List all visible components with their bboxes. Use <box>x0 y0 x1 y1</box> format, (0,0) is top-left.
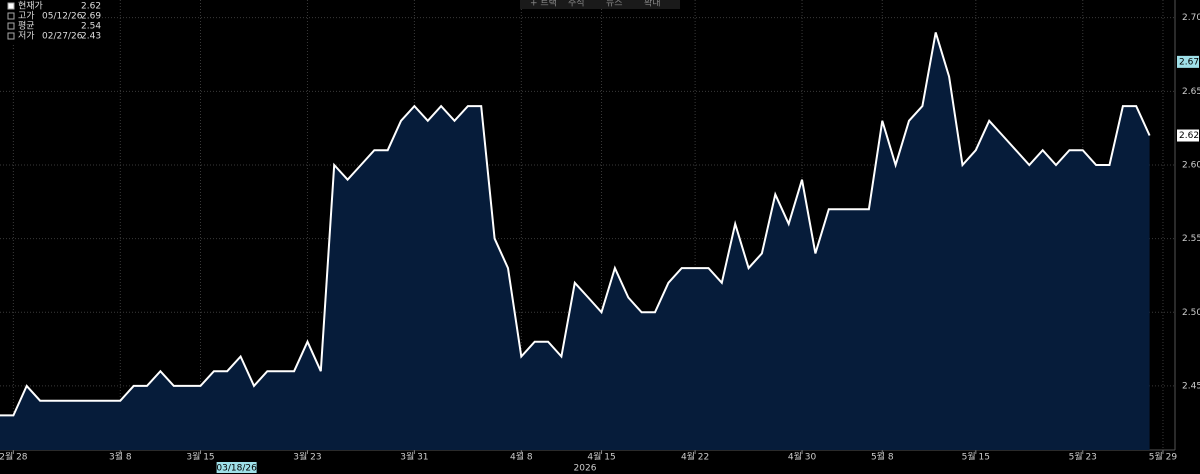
x-tick-label: 4월 30 <box>788 451 817 463</box>
reference-label: 2.67 <box>1179 57 1199 67</box>
legend-label: 고가 <box>18 11 35 22</box>
last-value-box <box>1177 129 1199 142</box>
legend-value: 2.54 <box>81 22 101 32</box>
x-tick-label: 3월 8 <box>109 451 132 463</box>
legend-bg <box>0 0 98 44</box>
x-tick-label: 5월 23 <box>1069 451 1097 463</box>
x-tick-label: 2월 28 <box>0 451 28 463</box>
legend-value: 2.62 <box>81 2 101 12</box>
x-tick-label: 4월 8 <box>510 451 533 463</box>
y-tick-label: 2.65 <box>1182 87 1200 97</box>
y-tick-label: 2.60 <box>1182 160 1200 170</box>
x-tick-label: 5월 15 <box>962 451 990 463</box>
cursor-label: 03/18/26 <box>216 464 257 474</box>
last-value-label: 2.62 <box>1179 131 1199 141</box>
y-tick-label: 2.70 <box>1182 13 1200 23</box>
toolbar-button: 확대 <box>644 0 661 9</box>
x-tick-label: 4월 15 <box>587 451 615 463</box>
year-label: 2026 <box>574 464 597 474</box>
toolbar-button: + 트랙 <box>530 0 557 9</box>
toolbar-button: 뉴스 <box>606 0 623 9</box>
x-tick-label: 5월 8 <box>871 451 894 463</box>
y-tick-label: 2.55 <box>1182 234 1200 244</box>
legend-label: 현재가 <box>18 1 43 12</box>
toolbar-button: 주석 <box>568 0 585 9</box>
area <box>0 32 1150 451</box>
y-tick-label: 2.45 <box>1182 381 1200 391</box>
line <box>0 32 1151 417</box>
legend-swatch <box>7 32 15 40</box>
toolbar-bg <box>520 0 680 9</box>
x-tick-label: 4월 22 <box>681 451 709 463</box>
legend-swatch <box>7 12 15 20</box>
x-tick-label: 3월 15 <box>186 451 214 463</box>
legend-value: 2.43 <box>81 32 101 42</box>
x-tick-label: 3월 31 <box>400 451 428 463</box>
legend-value: 2.69 <box>81 12 101 22</box>
cursor-box <box>216 462 257 473</box>
legend-swatch <box>7 22 15 30</box>
legend-date: 05/12/26 <box>42 12 83 22</box>
x-tick-label: 5월 29 <box>1149 451 1178 463</box>
y-tick-label: 2.50 <box>1182 308 1200 318</box>
legend-date: 02/27/26 <box>42 32 83 42</box>
legend-swatch <box>7 2 15 10</box>
x-tick-label: 3월 23 <box>293 451 321 463</box>
legend-label: 저가 <box>18 31 35 42</box>
reference-box <box>1177 55 1199 68</box>
legend-label: 평균 <box>18 21 35 32</box>
